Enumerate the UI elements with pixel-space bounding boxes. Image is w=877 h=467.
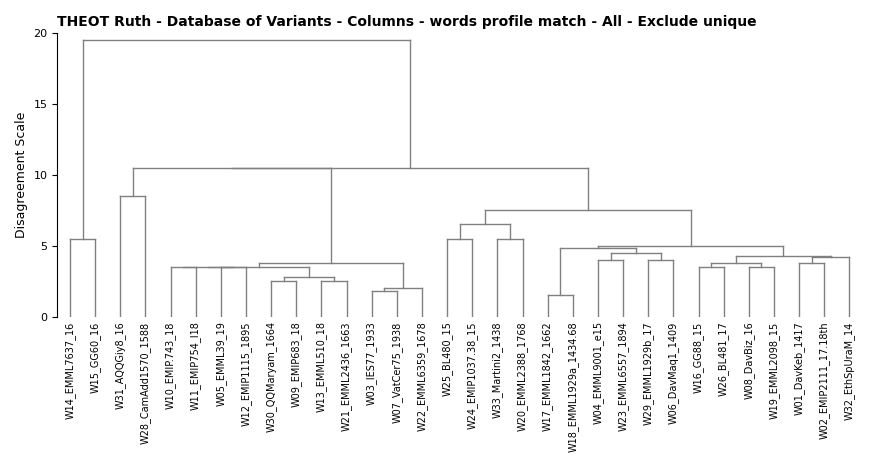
Y-axis label: Disagreement Scale: Disagreement Scale [15, 112, 28, 238]
Text: THEOT Ruth - Database of Variants - Columns - words profile match - All - Exclud: THEOT Ruth - Database of Variants - Colu… [57, 15, 757, 29]
